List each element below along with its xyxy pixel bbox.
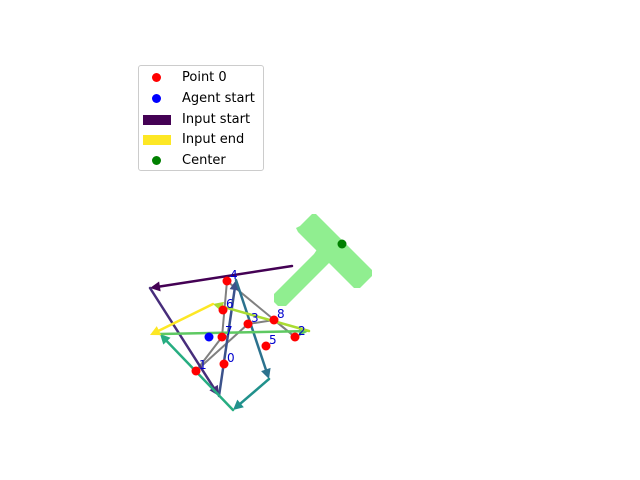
legend-item-center: Center (139, 151, 265, 171)
point-label: 4 (230, 268, 238, 282)
purple-patch-icon (143, 115, 171, 125)
blue-dot-icon (152, 94, 161, 103)
point-marker (191, 366, 201, 376)
point-labels-layer: 0 1 2 3 4 5 6 7 8 (199, 268, 306, 372)
legend: Point 0 Agent start Input start Input en… (138, 65, 264, 171)
trajectory-segment (217, 288, 236, 398)
point-marker (261, 341, 271, 351)
arrowhead-icon (233, 399, 244, 410)
point-label: 8 (277, 307, 285, 321)
arrowhead-icon (261, 367, 271, 379)
point-marker (218, 305, 228, 315)
legend-label: Center (182, 153, 226, 168)
legend-label: Agent start (182, 91, 255, 106)
point-marker (217, 332, 227, 342)
point-label: 5 (269, 333, 277, 347)
point-label: 3 (251, 311, 259, 325)
points-layer (191, 276, 300, 376)
arrowhead-icon (160, 334, 171, 345)
trajectory-segment (158, 329, 301, 336)
yellow-patch-icon (143, 135, 171, 145)
point-label: 7 (225, 324, 233, 338)
point-marker (290, 332, 300, 342)
trajectory-segment (157, 302, 215, 332)
point-label: 6 (226, 297, 234, 311)
point-label: 2 (298, 324, 306, 338)
trajectory-segment (158, 264, 294, 288)
t-block-stem (274, 248, 334, 306)
legend-label: Input end (182, 132, 245, 147)
legend-item-input-end: Input end (139, 130, 265, 150)
arrowhead-icon (150, 281, 161, 292)
green-dot-icon (152, 156, 161, 165)
point-marker (219, 359, 229, 369)
arrowhead-icon (229, 280, 240, 291)
legend-item-point-0: Point 0 (139, 68, 265, 88)
point-marker (222, 276, 232, 286)
trajectory-segment (221, 305, 311, 333)
point-label: 1 (199, 358, 207, 372)
point-label: 0 (227, 351, 235, 365)
legend-label: Point 0 (182, 70, 227, 85)
legend-item-input-start: Input start (139, 110, 265, 130)
t-block-bar (296, 214, 372, 288)
trajectory-segment (165, 339, 235, 412)
trajectory-segment (148, 286, 215, 389)
point-marker (269, 315, 279, 325)
center-marker (337, 239, 347, 249)
t-block-object (274, 214, 372, 306)
legend-item-agent-start: Agent start (139, 89, 265, 109)
trajectory-segment (239, 377, 271, 405)
arrowhead-icon (150, 326, 162, 336)
legend-label: Input start (182, 112, 251, 127)
point-marker (243, 319, 253, 329)
agent-start-marker (204, 332, 214, 342)
red-dot-icon (152, 73, 161, 82)
